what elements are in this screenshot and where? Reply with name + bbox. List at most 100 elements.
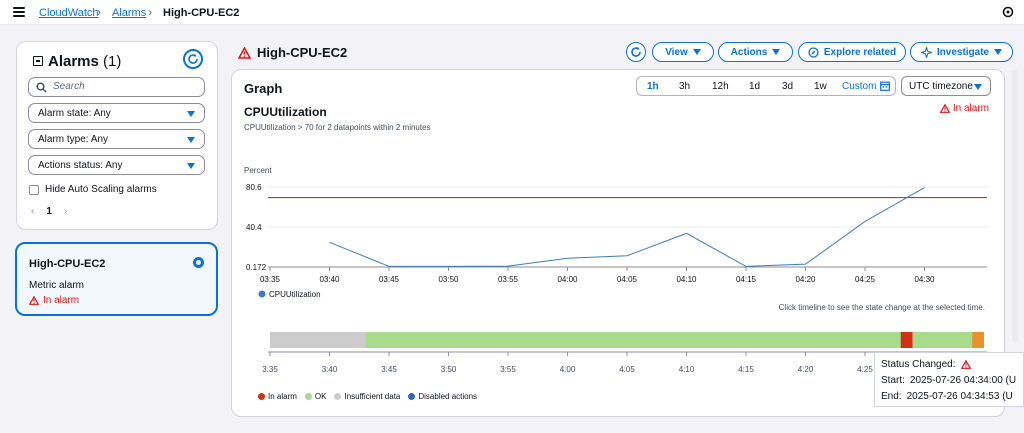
pagination: ‹ 1 › xyxy=(31,206,67,217)
tooltip-start-row: Start: 2025-07-26 04:34:00 (U xyxy=(881,375,1016,386)
chevron-right-icon: › xyxy=(148,5,152,19)
legend-label: Disabled actions xyxy=(418,392,478,401)
legend-disabled-actions: Disabled actions xyxy=(408,392,477,401)
chevron-left-icon[interactable]: ‹ xyxy=(31,206,35,217)
settings-icon[interactable] xyxy=(1002,6,1014,18)
hide-autoscaling-label: Hide Auto Scaling alarms xyxy=(45,184,157,195)
caret-down-icon xyxy=(772,49,781,55)
legend-ok: OK xyxy=(304,392,327,401)
alarm-state-value: Alarm state: Any xyxy=(38,108,111,119)
caret-down-icon xyxy=(187,163,195,169)
hide-autoscaling-row[interactable]: Hide Auto Scaling alarms xyxy=(29,184,157,195)
panel-title-text: Alarms xyxy=(48,53,99,70)
search-field[interactable] xyxy=(28,77,205,97)
caret-down-icon xyxy=(187,111,195,117)
panel-title: Alarms (1) xyxy=(33,53,121,70)
legend-label: In alarm xyxy=(268,392,297,401)
compass-icon xyxy=(808,46,819,58)
warning-icon xyxy=(960,360,971,369)
tooltip-title-row: Status Changed: xyxy=(881,359,971,370)
breadcrumb-current: High-CPU-EC2 xyxy=(163,7,240,19)
alarm-type-value: Alarm type: Any xyxy=(38,134,109,145)
alarms-panel: Alarms (1) Alarm state: Any Alarm type: … xyxy=(16,41,218,230)
chevron-right-icon[interactable]: › xyxy=(63,206,68,217)
range-custom[interactable]: Custom xyxy=(842,81,877,92)
metric-description: CPUUtilization > 70 for 2 datapoints wit… xyxy=(244,123,431,132)
warning-icon xyxy=(238,46,251,59)
view-button-label: View xyxy=(665,46,688,58)
alarm-card-name: High-CPU-EC2 xyxy=(29,258,106,270)
search-icon xyxy=(36,82,47,93)
actions-button[interactable]: Actions xyxy=(718,42,793,62)
range-1d[interactable]: 1d xyxy=(749,81,761,92)
view-button[interactable]: View xyxy=(652,42,714,62)
chevron-right-icon: › xyxy=(97,5,101,19)
refresh-button[interactable] xyxy=(626,42,646,62)
refresh-icon xyxy=(188,53,198,64)
investigate-label: Investigate xyxy=(936,46,990,58)
caret-down-icon xyxy=(974,84,982,90)
graph-title: Graph xyxy=(244,81,283,96)
alarm-card-state: In alarm xyxy=(29,295,79,306)
graph-alarm-state-text: In alarm xyxy=(952,103,989,114)
range-3h[interactable]: 3h xyxy=(679,81,691,92)
refresh-icon xyxy=(631,46,641,57)
actions-button-label: Actions xyxy=(730,46,768,58)
range-1w[interactable]: 1w xyxy=(814,81,827,92)
legend-dot xyxy=(334,393,342,400)
warning-icon xyxy=(29,296,39,305)
metric-name: CPUUtilization xyxy=(244,105,327,119)
legend-label: Insufficient data xyxy=(344,392,401,401)
refresh-button[interactable] xyxy=(183,49,203,69)
warning-icon xyxy=(939,104,950,113)
breadcrumb-alarms[interactable]: Alarms xyxy=(112,7,147,19)
caret-down-icon xyxy=(692,49,701,55)
time-range-selector: 1h 3h 12h 1d 3d 1w Custom xyxy=(636,76,896,96)
graph-alarm-state: In alarm xyxy=(939,103,989,114)
alarm-count: (1) xyxy=(103,53,122,70)
timezone-select[interactable]: UTC timezone xyxy=(901,76,991,96)
range-3d[interactable]: 3d xyxy=(782,81,794,92)
timeline-legend: In alarm OK Insufficient data Disabled a… xyxy=(258,392,477,401)
alarm-card-state-text: In alarm xyxy=(43,295,80,306)
investigate-button[interactable]: Investigate xyxy=(910,42,1013,62)
tooltip-start-label: Start: xyxy=(881,375,905,386)
legend-dot xyxy=(408,393,416,400)
legend-insufficient: Insufficient data xyxy=(334,392,400,401)
legend-dot xyxy=(258,393,265,400)
menu-icon[interactable] xyxy=(13,7,25,17)
page-title: High-CPU-EC2 xyxy=(238,45,347,60)
explore-related-button[interactable]: Explore related xyxy=(798,42,906,62)
search-input[interactable] xyxy=(53,81,193,92)
alarm-state-select[interactable]: Alarm state: Any xyxy=(28,103,205,123)
tooltip-end-value: 2025-07-26 04:34:53 (U xyxy=(906,391,1013,402)
hide-autoscaling-checkbox[interactable] xyxy=(29,184,39,195)
actions-status-value: Actions status: Any xyxy=(38,160,123,171)
scrollbar[interactable] xyxy=(1012,70,1018,342)
alarm-card-type: Metric alarm xyxy=(29,280,85,291)
timeline-hint: Click timeline to see the state change a… xyxy=(778,303,985,312)
legend-dot xyxy=(304,393,312,400)
range-12h[interactable]: 12h xyxy=(712,81,729,92)
range-1h[interactable]: 1h xyxy=(647,81,659,92)
status-tooltip: Status Changed: Start: 2025-07-26 04:34:… xyxy=(874,352,1024,407)
breadcrumb-cloudwatch[interactable]: CloudWatch xyxy=(39,7,99,19)
tooltip-end-label: End: xyxy=(881,391,902,402)
calendar-icon[interactable] xyxy=(880,81,890,91)
tooltip-end-row: End: 2025-07-26 04:34:53 (U xyxy=(881,391,1013,402)
alarm-select-radio[interactable] xyxy=(193,257,204,268)
sparkle-icon xyxy=(920,46,932,58)
timezone-value: UTC timezone xyxy=(909,81,973,92)
caret-down-icon xyxy=(187,137,195,143)
collapse-icon[interactable] xyxy=(33,56,43,66)
actions-status-select[interactable]: Actions status: Any xyxy=(28,155,205,175)
caret-down-icon xyxy=(994,49,1003,55)
legend-label: OK xyxy=(314,392,327,401)
legend-in-alarm: In alarm xyxy=(258,392,297,401)
alarm-card[interactable]: High-CPU-EC2 Metric alarm In alarm xyxy=(15,242,218,316)
page-number[interactable]: 1 xyxy=(46,206,52,217)
explore-related-label: Explore related xyxy=(823,46,897,58)
page-title-text: High-CPU-EC2 xyxy=(257,45,348,60)
top-bar: CloudWatch › Alarms › High-CPU-EC2 xyxy=(0,0,1024,25)
alarm-type-select[interactable]: Alarm type: Any xyxy=(28,129,205,149)
